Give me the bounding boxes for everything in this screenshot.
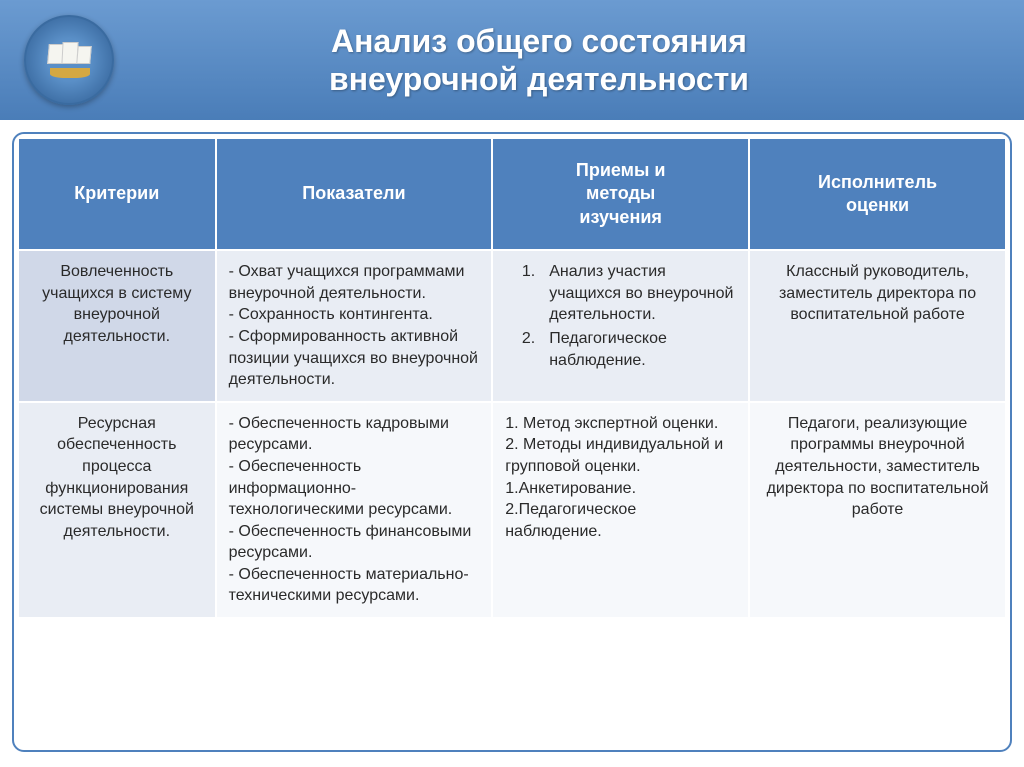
ship-icon: [44, 40, 94, 80]
cell-executor: Классный руководитель, заместитель дирек…: [749, 250, 1006, 402]
header-banner: Анализ общего состояния внеурочной деяте…: [0, 0, 1024, 120]
table-row: Вовлеченность учащихся в систему внеуроч…: [18, 250, 1006, 402]
content-frame: Критерии Показатели Приемы и методы изуч…: [12, 132, 1012, 752]
cell-criteria: Ресурсная обеспеченность процесса функци…: [18, 402, 216, 618]
analysis-table: Критерии Показатели Приемы и методы изуч…: [17, 137, 1007, 619]
list-item: 2. Педагогическое наблюдение.: [515, 328, 736, 371]
title-line-1: Анализ общего состояния: [331, 23, 747, 59]
logo-badge: [24, 15, 114, 105]
th-methods: Приемы и методы изучения: [492, 138, 749, 250]
table-row: Ресурсная обеспеченность процесса функци…: [18, 402, 1006, 618]
page-title: Анализ общего состояния внеурочной деяте…: [114, 22, 1024, 99]
th-executor: Исполнитель оценки: [749, 138, 1006, 250]
cell-executor: Педагоги, реализующие программы внеурочн…: [749, 402, 1006, 618]
cell-methods: 1. Анализ участия учащихся во внеурочной…: [492, 250, 749, 402]
cell-criteria: Вовлеченность учащихся в систему внеуроч…: [18, 250, 216, 402]
cell-indicators: - Обеспеченность кадровыми ресурсами.- О…: [216, 402, 493, 618]
cell-methods: 1. Метод экспертной оценки.2. Методы инд…: [492, 402, 749, 618]
th-indicators: Показатели: [216, 138, 493, 250]
cell-indicators: - Охват учащихся программами внеурочной …: [216, 250, 493, 402]
table-header-row: Критерии Показатели Приемы и методы изуч…: [18, 138, 1006, 250]
th-criteria: Критерии: [18, 138, 216, 250]
list-item: 1. Анализ участия учащихся во внеурочной…: [515, 261, 736, 326]
title-line-2: внеурочной деятельности: [329, 61, 749, 97]
